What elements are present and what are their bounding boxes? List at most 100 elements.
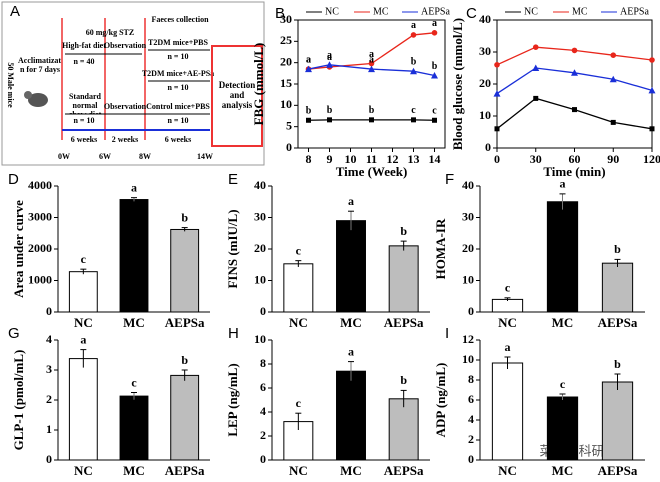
y-tick-label: 0 xyxy=(260,304,266,318)
sig-label: b xyxy=(432,61,438,72)
legend-label: MC xyxy=(572,6,588,17)
y-tick-label: 8 xyxy=(468,372,474,386)
x-tick-label: NC xyxy=(289,463,308,478)
y-tick-label: 0 xyxy=(46,452,52,466)
x-tick-label: 120 xyxy=(643,152,660,166)
x-axis-label: Time (Week) xyxy=(336,164,408,179)
x-tick-label: AEPSa xyxy=(598,315,638,330)
bar xyxy=(336,370,366,461)
sig-label: c xyxy=(505,281,511,295)
frame xyxy=(1,1,265,166)
panel-letter: F xyxy=(445,171,454,188)
mouse-icon xyxy=(28,93,48,107)
sig-label: b xyxy=(181,210,188,224)
y-tick-label: 0 xyxy=(46,304,52,318)
marker xyxy=(532,44,539,50)
x-tick-label: 30 xyxy=(530,152,542,166)
y-axis-label: LEP (ng/mL) xyxy=(225,363,240,436)
y-tick-label: 12 xyxy=(462,332,474,346)
label: Standard normal chow diet xyxy=(68,92,102,114)
y-axis-label: GLP-1 (pmol/mL) xyxy=(11,350,26,451)
label: 2 weeks xyxy=(112,135,138,144)
box xyxy=(211,45,263,147)
sig-label: a xyxy=(369,49,374,60)
marker xyxy=(649,57,655,63)
y-tick-label: 30 xyxy=(280,12,292,26)
marker xyxy=(649,126,655,132)
y-tick-label: 0 xyxy=(260,452,266,466)
sig-label: a xyxy=(306,54,311,65)
x-tick-label: 10 xyxy=(345,152,357,166)
legend-label: AEPSa xyxy=(620,6,649,17)
x-tick-label: MC xyxy=(552,463,574,478)
marker xyxy=(327,117,332,123)
y-axis-label: Area under curve xyxy=(11,200,26,298)
x-tick-label: 8 xyxy=(306,152,312,166)
bar xyxy=(170,228,200,313)
marker xyxy=(532,64,540,71)
label: High-fat diet xyxy=(62,41,106,50)
label: Acclimatizatio n for 7 days xyxy=(18,56,62,74)
sig-label: b xyxy=(369,105,375,116)
bar xyxy=(601,262,634,313)
y-tick-label: 10 xyxy=(254,332,266,346)
y-tick-label: 3 xyxy=(46,362,52,376)
x-tick-label: MC xyxy=(340,315,362,330)
panel-letter: B xyxy=(275,5,285,22)
marker xyxy=(305,65,312,73)
label: 6W xyxy=(99,152,111,161)
bar xyxy=(119,199,149,313)
y-tick-label: 2 xyxy=(468,432,474,446)
panel-letter: E xyxy=(228,171,238,188)
label: Acclimatizatio n for 7 days xyxy=(18,56,62,74)
legend-label: NC xyxy=(325,6,339,17)
sig-label: c xyxy=(560,377,566,391)
bar xyxy=(491,298,524,313)
label: Detection and analysis xyxy=(218,80,256,110)
x-tick-label: AEPSa xyxy=(384,315,424,330)
x-tick-label: 60 xyxy=(569,152,581,166)
marker xyxy=(368,60,375,67)
marker xyxy=(572,107,577,113)
y-tick-label: 1000 xyxy=(28,272,52,286)
x-tick-label: MC xyxy=(123,463,145,478)
y-tick-label: 40 xyxy=(479,12,491,26)
sig-label: a xyxy=(432,18,437,29)
y-tick-label: 5 xyxy=(286,118,292,132)
label: n = 10 xyxy=(167,116,188,125)
x-tick-label: AEPSa xyxy=(384,463,424,478)
series-line xyxy=(496,97,653,130)
y-tick-label: 0 xyxy=(468,304,474,318)
label: Standard normal chow diet xyxy=(68,92,102,114)
y-tick-label: 20 xyxy=(280,54,292,68)
marker xyxy=(494,126,500,132)
x-tick-label: 11 xyxy=(366,152,377,166)
y-tick-label: 8 xyxy=(260,356,266,370)
y-tick-label: 4 xyxy=(46,332,52,346)
sig-label: a xyxy=(560,177,566,191)
sig-label: c xyxy=(81,252,87,266)
marker xyxy=(432,117,437,123)
panel-letter: G xyxy=(8,325,20,342)
x-tick-label: NC xyxy=(498,463,517,478)
y-tick-label: 0 xyxy=(468,452,474,466)
plot-frame xyxy=(297,19,446,149)
sig-label: a xyxy=(327,52,332,63)
marker xyxy=(609,75,617,83)
y-axis-label: HOMA-IR xyxy=(433,218,448,279)
marker xyxy=(610,52,617,58)
marker xyxy=(571,69,578,76)
sig-label: a xyxy=(348,344,354,358)
x-tick-label: 14 xyxy=(429,152,441,166)
legend-label: NC xyxy=(524,6,538,17)
marker xyxy=(610,119,616,125)
bar xyxy=(68,271,98,313)
x-tick-label: MC xyxy=(123,315,145,330)
label: Control mice+PBS xyxy=(146,102,210,111)
marker xyxy=(368,65,375,73)
bar xyxy=(601,381,634,461)
y-tick-label: 4 xyxy=(468,412,474,426)
x-tick-label: 0 xyxy=(494,152,500,166)
legend-label: MC xyxy=(373,6,389,17)
